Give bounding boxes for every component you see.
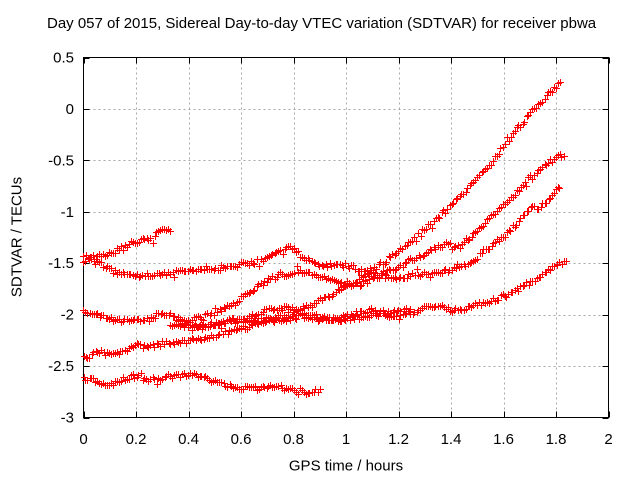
x-tick-label: 2: [604, 431, 612, 448]
y-tick-label: -2: [61, 307, 74, 324]
x-axis-label: GPS time / hours: [288, 457, 404, 475]
x-tick-label: 1.2: [388, 431, 409, 448]
x-tick-label: 1.4: [441, 431, 462, 448]
x-tick-label: 0.4: [178, 431, 199, 448]
x-tick-label: 0.8: [283, 431, 304, 448]
x-tick-label: 0.2: [126, 431, 147, 448]
chart-title: Day 057 of 2015, Sidereal Day-to-day VTE…: [47, 15, 597, 32]
x-tick-label: 1.6: [493, 431, 514, 448]
y-tick-label: -1: [61, 204, 74, 221]
trace-6-low-to-m148-points: [175, 258, 570, 331]
y-tick-label: -0.5: [48, 152, 74, 169]
trace-7-bottom-short-points: [81, 370, 324, 398]
y-tick-label: -2.5: [48, 358, 74, 375]
x-tick-label: 1: [342, 431, 350, 448]
y-tick-label: 0: [66, 101, 74, 118]
y-tick-label: -3: [61, 410, 74, 427]
plot-border: [83, 57, 609, 418]
y-tick-label: 0.5: [53, 50, 74, 67]
y-tick-label: -1.5: [48, 255, 74, 272]
x-tick-label: 1.8: [546, 431, 567, 448]
x-tick-label: 0: [79, 431, 87, 448]
trace-1-short-upper-points: [80, 226, 174, 266]
trace-2-hump-to-m073-points: [80, 184, 563, 283]
x-tick-label: 0.6: [231, 431, 252, 448]
